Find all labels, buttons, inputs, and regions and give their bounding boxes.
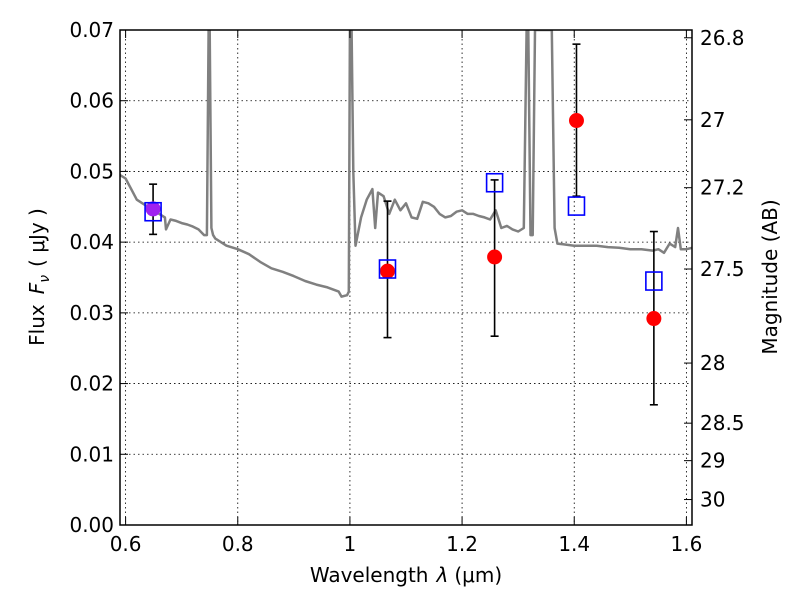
model-point [378, 259, 397, 279]
y-tick-label: 0.04 [69, 230, 114, 254]
y2-tick-label: 28.5 [700, 411, 745, 435]
observed-point [487, 249, 503, 265]
model-point [485, 172, 504, 193]
data-point-layer [144, 113, 663, 327]
observed-point [379, 263, 395, 279]
tick-marks [120, 29, 692, 526]
x-axis-label: Wavelength λ (μm) [310, 563, 502, 587]
y-tick-label: 0.06 [69, 89, 114, 113]
x-tick-label: 0.8 [222, 532, 254, 556]
y2-axis-label: Magnitude (AB) [758, 199, 782, 354]
y2-tick-label: 30 [700, 488, 725, 512]
y2-tick-label: 27.5 [700, 257, 745, 281]
x-tick-label: 1 [344, 532, 357, 556]
y-axis-label: FluxFν( μJy ) [25, 208, 53, 346]
y-tick-label: 0.07 [69, 18, 114, 42]
observed-point [145, 201, 161, 217]
y2-tick-label: 27 [700, 108, 725, 132]
y2-tick-label: 26.8 [700, 26, 745, 50]
model-point [144, 201, 162, 222]
observed-point [568, 113, 584, 129]
model-point [645, 271, 663, 291]
y-tick-label: 0.02 [69, 372, 114, 396]
x-tick-label: 1.2 [446, 532, 478, 556]
model-point [567, 196, 586, 216]
spectrum-line [120, 30, 692, 298]
y-tick-label: 0.03 [69, 301, 114, 325]
plot-frame [119, 29, 693, 526]
y2-tick-labels: 26.8 27 27.2 27.5 28 28.5 29 30 [700, 26, 745, 512]
x-tick-label: 0.6 [110, 532, 142, 556]
x-tick-label: 1.6 [670, 532, 702, 556]
y-tick-labels: 0.00 0.01 0.02 0.03 0.04 0.05 0.06 0.07 [69, 18, 114, 537]
observed-point [646, 311, 662, 327]
model-spectrum-layer [120, 30, 692, 298]
y2-tick-label: 27.2 [700, 176, 745, 200]
errorbar-layer [149, 43, 658, 406]
y2-tick-label: 28 [700, 351, 725, 375]
y-tick-label: 0.01 [69, 442, 114, 466]
y2-tick-label: 29 [700, 449, 725, 473]
grid-lines [120, 29, 692, 526]
x-tick-label: 1.4 [558, 532, 590, 556]
x-tick-labels: 0.6 0.8 1 1.2 1.4 1.6 [110, 532, 703, 556]
y-tick-label: 0.00 [69, 513, 114, 537]
y-tick-label: 0.05 [69, 159, 114, 183]
